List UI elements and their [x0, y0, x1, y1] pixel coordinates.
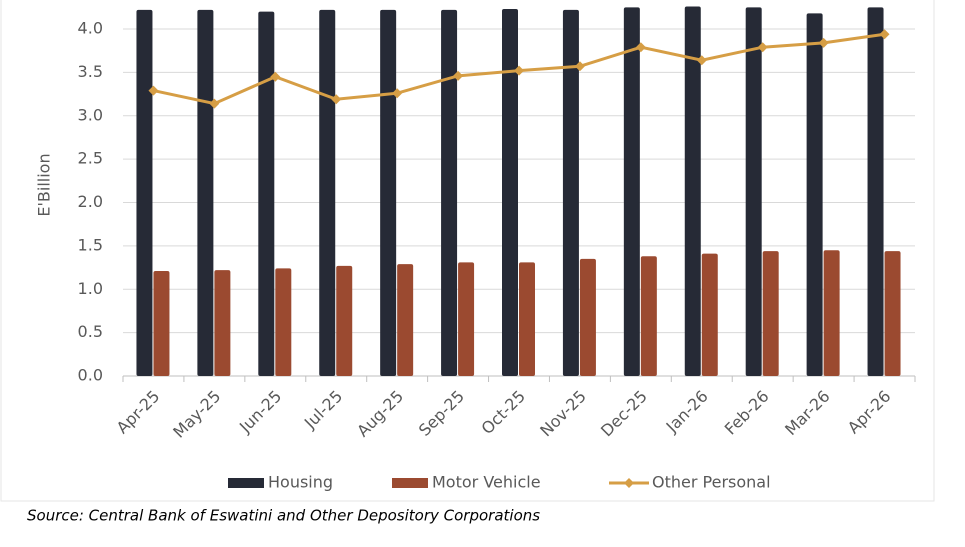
x-tick-label: Feb-26 [721, 387, 773, 439]
y-tick-label: 0.0 [78, 366, 103, 385]
marker [635, 42, 646, 53]
bar [640, 256, 657, 376]
bar [579, 258, 596, 376]
source: Source: Central Bank of Eswatini and Oth… [27, 507, 540, 525]
marker [879, 29, 890, 40]
legend-marker [624, 478, 634, 488]
y-tick-label: 1.5 [78, 235, 103, 254]
bar [806, 13, 823, 376]
bar [701, 253, 718, 376]
bar [380, 9, 397, 376]
bar [319, 9, 336, 376]
legend-label: Other Personal [652, 473, 771, 492]
x-tick-label: Jan-26 [662, 387, 712, 437]
x-tick-label: Sep-25 [415, 387, 468, 440]
legend-label: Housing [268, 473, 333, 492]
x-tick-label: May-25 [169, 387, 224, 442]
y-tick-label: 2.5 [78, 149, 103, 168]
bar [336, 265, 353, 376]
legend-label: Motor Vehicle [432, 473, 541, 492]
y-axis-label: E'Billion [35, 153, 54, 216]
bar [745, 7, 762, 376]
marker [392, 88, 403, 99]
marker [270, 71, 281, 82]
bar [153, 271, 170, 376]
bar [519, 262, 535, 376]
bar [684, 6, 701, 376]
chart-border [0, 0, 935, 502]
bar [136, 9, 153, 376]
bar [197, 9, 214, 376]
bar [562, 9, 579, 376]
y-tick-label: 2.0 [78, 192, 103, 211]
x-tick-label: Dec-25 [597, 387, 651, 441]
bar [823, 250, 840, 376]
bar [884, 251, 901, 376]
bar [762, 251, 779, 376]
marker [209, 98, 220, 109]
y-tick-label: 3.5 [78, 62, 103, 81]
x-tick-label: Jul-25 [300, 387, 346, 433]
x-tick-label: Mar-26 [781, 387, 834, 440]
bar [458, 262, 475, 376]
bar [502, 9, 518, 377]
marker [453, 70, 464, 81]
marker [331, 94, 342, 105]
bar [275, 268, 292, 376]
x-tick-label: Apr-26 [844, 387, 895, 438]
bar [441, 9, 458, 376]
x-tick-label: Oct-25 [478, 387, 529, 438]
x-tick-label: Aug-25 [353, 387, 407, 441]
bar [867, 7, 884, 376]
marker [148, 85, 159, 96]
marker [696, 55, 707, 66]
marker [818, 37, 829, 48]
marker [574, 61, 585, 72]
y-tick-label: 1.0 [78, 279, 103, 298]
y-tick-label: 3.0 [78, 105, 103, 124]
legend-swatch [392, 478, 428, 488]
legend-swatch [228, 478, 264, 488]
marker [757, 42, 768, 53]
bar [214, 270, 231, 376]
bar [397, 264, 414, 376]
marker [514, 65, 524, 76]
bar [623, 7, 640, 376]
y-tick-label: 0.5 [78, 322, 103, 341]
x-tick-label: Nov-25 [536, 387, 590, 441]
x-tick-label: Apr-25 [113, 387, 164, 438]
x-tick-label: Jun-25 [235, 387, 285, 437]
y-tick-label: 4.0 [78, 19, 103, 38]
bar [258, 11, 275, 377]
